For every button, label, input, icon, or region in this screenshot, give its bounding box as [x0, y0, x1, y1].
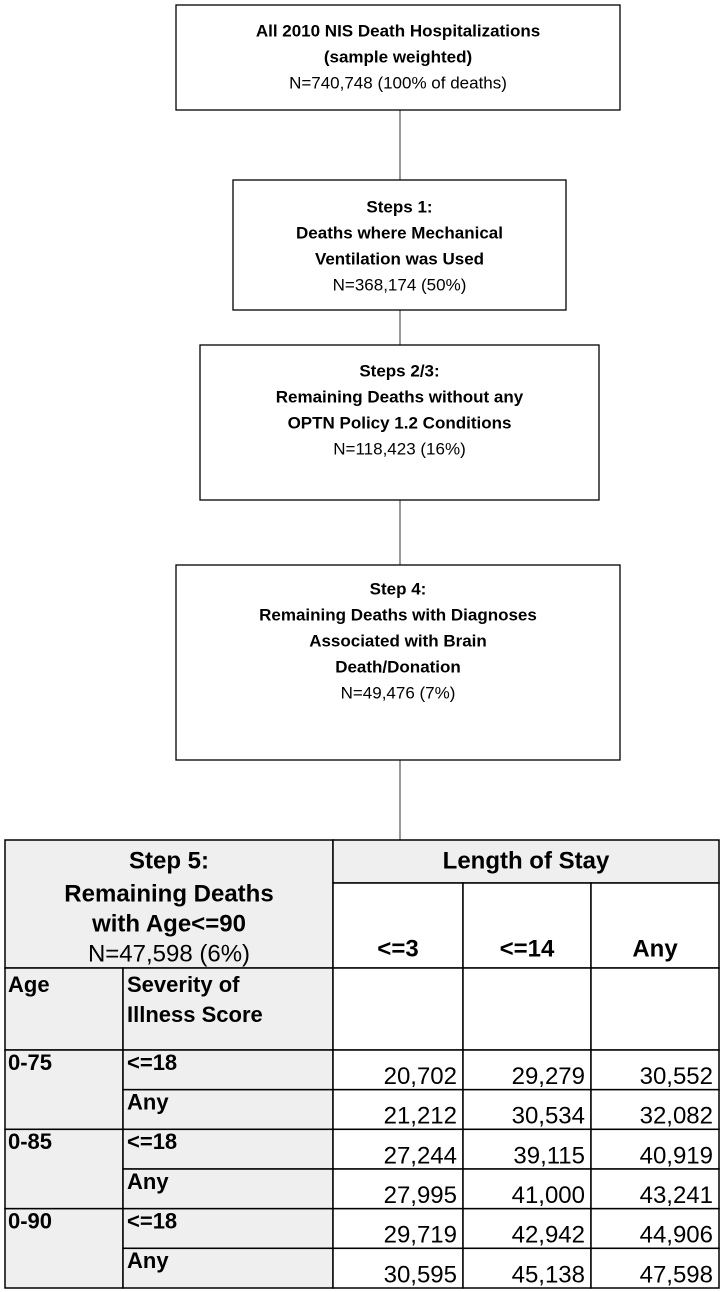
box-text: OPTN Policy 1.2 Conditions: [288, 413, 512, 432]
age-label: 0-85: [8, 1129, 52, 1154]
table-cell: [590, 882, 720, 969]
table-cell: [462, 1088, 592, 1131]
value: 27,995: [384, 1182, 457, 1209]
value: 42,942: [512, 1222, 585, 1249]
column-header: <=3: [377, 935, 418, 962]
box-text: N=118,423 (16%): [333, 439, 465, 458]
box-text: Ventilation was Used: [315, 249, 484, 268]
box-text: Associated with Brain: [309, 631, 487, 650]
value: 32,082: [640, 1103, 713, 1130]
flow-box: [199, 344, 600, 501]
severity-label: Any: [127, 1169, 169, 1194]
table-title: N=47,598 (6%): [88, 940, 250, 967]
age-label: 0-90: [8, 1208, 52, 1233]
table-cell: [462, 967, 592, 1051]
severity-header: Illness Score: [127, 1002, 263, 1027]
value: 44,906: [640, 1222, 713, 1249]
table-cell: [122, 967, 334, 1051]
value: 20,702: [384, 1063, 457, 1090]
table-cell: [122, 1247, 334, 1289]
box-text: Remaining Deaths with Diagnoses: [259, 605, 537, 624]
table-cell: [122, 1168, 334, 1210]
table-cell: [590, 1049, 720, 1091]
box-text: Remaining Deaths without any: [276, 387, 524, 406]
flow-box: [175, 564, 621, 761]
value: 21,212: [384, 1103, 457, 1130]
flow-box: [232, 179, 567, 311]
table-cell: [590, 967, 720, 1051]
box-text: N=368,174 (50%): [333, 275, 467, 294]
value: 29,719: [384, 1222, 457, 1249]
column-header: <=14: [500, 935, 555, 962]
severity-label: Any: [127, 1248, 169, 1273]
table-cell: [462, 1168, 592, 1210]
value: 41,000: [512, 1182, 585, 1209]
table-cell: [122, 1128, 334, 1170]
value: 39,115: [513, 1142, 585, 1169]
value: 45,138: [512, 1261, 585, 1288]
table-title: with Age<=90: [91, 910, 246, 937]
value: 30,552: [640, 1063, 713, 1090]
box-text: Death/Donation: [335, 657, 461, 676]
severity-label: <=18: [127, 1129, 177, 1154]
table-title: Step 5:: [129, 847, 209, 874]
table-cell: [4, 1049, 124, 1131]
value: 40,919: [640, 1142, 713, 1169]
box-text: N=49,476 (7%): [341, 683, 456, 702]
box-text: Steps 1:: [366, 197, 432, 216]
severity-label: <=18: [127, 1208, 177, 1233]
box-text: (sample weighted): [324, 47, 472, 66]
value: 30,595: [384, 1261, 457, 1288]
box-text: All 2010 NIS Death Hospitalizations: [256, 21, 540, 40]
box-text: N=740,748 (100% of deaths): [289, 73, 507, 92]
table-cell: [4, 839, 334, 969]
flow-box: [175, 4, 621, 111]
table-cell: [462, 1128, 592, 1170]
table-cell: [4, 1207, 124, 1289]
table-title: Remaining Deaths: [64, 880, 273, 907]
table-cell: [122, 1207, 334, 1250]
age-label: 0-75: [8, 1050, 52, 1075]
table-cell: [590, 1088, 720, 1131]
table-cell: [4, 967, 124, 1051]
box-text: Deaths where Mechanical: [296, 223, 503, 242]
value: 47,598: [640, 1261, 713, 1288]
table-cell: [462, 1247, 592, 1289]
severity-header: Severity of: [127, 972, 240, 997]
table-cell: [332, 1049, 464, 1091]
table-cell: [590, 1207, 720, 1250]
value: 30,534: [512, 1103, 585, 1130]
severity-label: <=18: [127, 1050, 177, 1075]
table-cell: [332, 839, 720, 884]
value: 29,279: [512, 1063, 585, 1090]
age-header: Age: [8, 972, 50, 997]
group-header: Length of Stay: [443, 847, 610, 874]
table-cell: [590, 1128, 720, 1170]
table-cell: [332, 1088, 464, 1131]
box-text: Step 4:: [370, 579, 427, 598]
table-cell: [590, 1247, 720, 1289]
severity-label: Any: [127, 1089, 169, 1114]
value: 27,244: [384, 1142, 457, 1169]
column-header: Any: [632, 935, 678, 962]
table-cell: [332, 1247, 464, 1289]
table-cell: [332, 967, 464, 1051]
table-cell: [590, 1168, 720, 1210]
value: 43,241: [640, 1182, 713, 1209]
table-cell: [332, 1168, 464, 1210]
box-text: Steps 2/3:: [359, 361, 439, 380]
